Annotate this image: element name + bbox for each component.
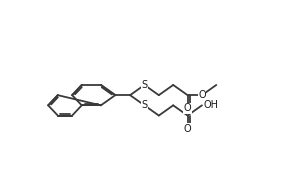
Text: O: O [184, 124, 191, 134]
Text: O: O [198, 90, 206, 100]
Text: O: O [184, 103, 191, 113]
Text: OH: OH [203, 100, 218, 110]
Text: S: S [141, 80, 148, 90]
Text: S: S [141, 100, 148, 110]
